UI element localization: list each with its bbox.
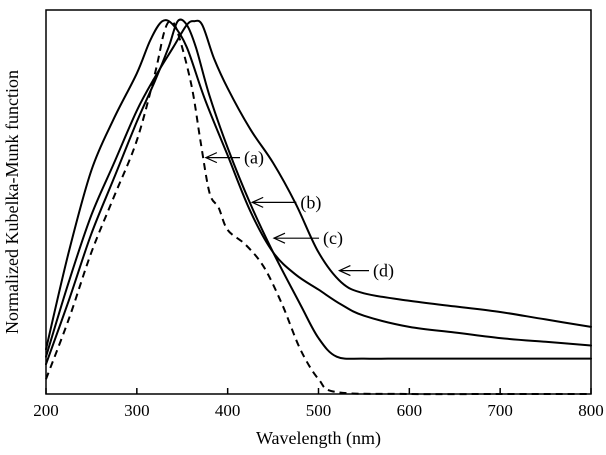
series-c-line bbox=[45, 19, 592, 351]
annotation-c-arrowhead bbox=[272, 232, 286, 244]
x-tick-label: 500 bbox=[306, 401, 332, 420]
annotation-d-arrowhead bbox=[337, 265, 351, 277]
series-layer bbox=[45, 18, 592, 396]
tick-layer: 200 300 400 500 600 700 800 bbox=[33, 388, 604, 420]
series-d-line bbox=[45, 19, 592, 358]
annotation-c-label: (c) bbox=[323, 228, 343, 249]
x-tick-label: 400 bbox=[215, 401, 241, 420]
x-axis-title: Wavelength (nm) bbox=[256, 428, 381, 449]
series-a-line bbox=[45, 20, 591, 396]
x-tick-label: 200 bbox=[33, 401, 59, 420]
annotation-a-label: (a) bbox=[244, 148, 264, 169]
annotation-b-arrowhead bbox=[250, 196, 264, 208]
x-tick-label: 800 bbox=[578, 401, 604, 420]
annotation-b-label: (b) bbox=[300, 192, 321, 213]
x-tick-label: 600 bbox=[397, 401, 423, 420]
x-tick-label: 700 bbox=[487, 401, 513, 420]
series-b-line bbox=[45, 18, 592, 366]
annotation-layer: (a) (b)(c) (d) bbox=[204, 148, 394, 282]
y-axis-title: Normalized Kubelka-Munk function bbox=[2, 70, 22, 334]
x-tick-label: 300 bbox=[124, 401, 150, 420]
annotation-a-arrowhead bbox=[204, 152, 218, 164]
annotation-d-label: (d) bbox=[373, 261, 394, 282]
